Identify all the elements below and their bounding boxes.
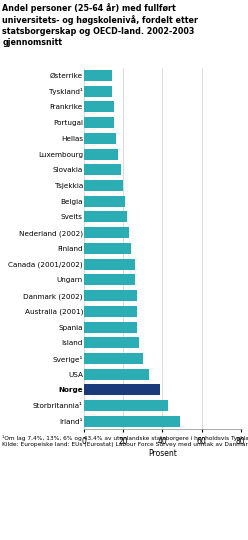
Bar xyxy=(84,164,122,176)
Bar xyxy=(84,195,125,207)
Bar xyxy=(84,338,139,348)
Bar xyxy=(84,384,160,395)
Bar xyxy=(84,321,137,333)
Bar xyxy=(84,290,137,301)
Text: ¹Om lag 7,4%, 13%, 6% og 43,4% av utenlandske statsborgere i henholdsvis Tysklan: ¹Om lag 7,4%, 13%, 6% og 43,4% av utenla… xyxy=(2,435,248,447)
Bar xyxy=(84,259,135,269)
Bar xyxy=(84,102,114,112)
Text: Andel personer (25-64 år) med fullført
universitets- og høgskolenivå, fordelt et: Andel personer (25-64 år) med fullført u… xyxy=(2,3,198,47)
Bar xyxy=(84,227,129,238)
Bar xyxy=(84,353,143,364)
Bar xyxy=(84,243,131,254)
Bar xyxy=(84,70,112,81)
Bar xyxy=(84,400,168,411)
Bar xyxy=(84,369,149,380)
Bar xyxy=(84,212,127,222)
Bar xyxy=(84,306,137,317)
Bar xyxy=(84,85,112,97)
Bar xyxy=(84,274,135,285)
Bar xyxy=(84,180,124,191)
Bar xyxy=(84,148,118,159)
Bar xyxy=(84,117,114,128)
X-axis label: Prosent: Prosent xyxy=(148,449,177,458)
Bar xyxy=(84,416,180,427)
Bar xyxy=(84,133,116,144)
